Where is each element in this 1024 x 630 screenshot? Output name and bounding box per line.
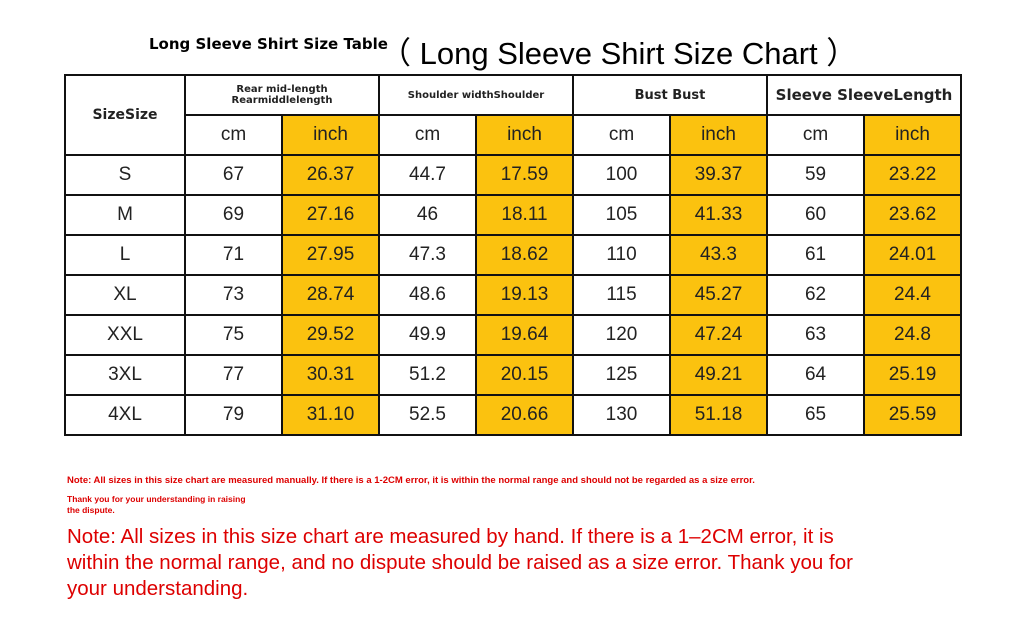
data-cell: 51.18 bbox=[668, 394, 769, 436]
data-cell: 52.5 bbox=[378, 394, 477, 436]
header-cell: Rear mid-length Rearmiddlelength bbox=[184, 74, 380, 116]
data-cell: L bbox=[64, 234, 186, 276]
data-cell: 65 bbox=[766, 394, 866, 436]
note-line: your understanding. bbox=[67, 577, 249, 600]
data-cell: 44.7 bbox=[378, 154, 477, 196]
data-cell: XXL bbox=[64, 314, 186, 356]
data-row: 3XL 77 30.31 51.2 20.15 125 49.21 64 25.19 bbox=[64, 354, 963, 396]
data-cell: 59 bbox=[766, 154, 866, 196]
note-line: Note: All sizes in this size chart are m… bbox=[67, 475, 755, 486]
data-cell: 28.74 bbox=[281, 274, 380, 316]
title: （ Long Sleeve Shirt Size Chart ） bbox=[380, 36, 858, 71]
unit-cell: cm bbox=[572, 114, 671, 156]
data-cell: 20.66 bbox=[475, 394, 574, 436]
data-row: XXL 75 29.52 49.9 19.64 120 47.24 63 24.8 bbox=[64, 314, 963, 356]
data-cell: 19.64 bbox=[475, 314, 574, 356]
data-cell: 100 bbox=[572, 154, 671, 196]
data-cell: M bbox=[64, 194, 186, 236]
unit-row: cm inch cm inch cm inch cm inch bbox=[65, 114, 963, 156]
unit-cell: inch bbox=[668, 114, 769, 156]
data-cell: 51.2 bbox=[378, 354, 477, 396]
unit-cell: inch bbox=[863, 114, 963, 156]
data-cell: 23.62 bbox=[863, 194, 963, 236]
data-cell: 24.01 bbox=[863, 234, 963, 276]
data-cell: 25.19 bbox=[863, 354, 963, 396]
data-cell: 18.62 bbox=[475, 234, 574, 276]
data-cell: 41.33 bbox=[668, 194, 769, 236]
unit-cell: inch bbox=[281, 114, 380, 156]
data-cell: 63 bbox=[766, 314, 866, 356]
data-cell: 125 bbox=[572, 354, 671, 396]
data-cell: 39.37 bbox=[668, 154, 769, 196]
data-cell: 47.3 bbox=[378, 234, 477, 276]
header-cell: SizeSize bbox=[64, 74, 186, 156]
header-row: SizeSize Rear mid-length Rearmiddlelength… bbox=[64, 74, 963, 156]
data-cell: 24.8 bbox=[863, 314, 963, 356]
data-row: 4XL 79 31.10 52.5 20.66 130 51.18 65 25.59 bbox=[64, 394, 963, 436]
data-cell: 26.37 bbox=[281, 154, 380, 196]
data-cell: 49.9 bbox=[378, 314, 477, 356]
data-cell: 64 bbox=[766, 354, 866, 396]
data-cell: 130 bbox=[572, 394, 671, 436]
data-cell: 46 bbox=[378, 194, 477, 236]
data-cell: 71 bbox=[184, 234, 283, 276]
data-cell: 31.10 bbox=[281, 394, 380, 436]
unit-cell: cm bbox=[766, 114, 866, 156]
data-row: S 67 26.37 44.7 17.59 100 39.37 59 23.22 bbox=[64, 154, 963, 196]
data-cell: 17.59 bbox=[475, 154, 574, 196]
data-cell: 43.3 bbox=[668, 234, 769, 276]
small-title: Long Sleeve Shirt Size Table bbox=[149, 35, 388, 53]
unit-cell: cm bbox=[378, 114, 477, 156]
data-cell: 61 bbox=[766, 234, 866, 276]
note-line: the dispute. bbox=[67, 505, 115, 515]
data-cell: 73 bbox=[184, 274, 283, 316]
note-line: Thank you for your understanding in rais… bbox=[67, 494, 246, 504]
data-cell: 120 bbox=[572, 314, 671, 356]
data-cell: 69 bbox=[184, 194, 283, 236]
header-cell: Bust Bust bbox=[571, 74, 769, 116]
data-cell: XL bbox=[64, 274, 186, 316]
data-cell: 29.52 bbox=[281, 314, 380, 356]
data-cell: 49.21 bbox=[668, 354, 769, 396]
data-cell: 27.16 bbox=[281, 194, 380, 236]
data-cell: 27.95 bbox=[281, 234, 380, 276]
data-row: M 69 27.16 46 18.11 105 41.33 60 23.62 bbox=[64, 194, 963, 236]
small-note: Note: All sizes in this size chart are m… bbox=[67, 474, 755, 516]
data-cell: 45.27 bbox=[668, 274, 769, 316]
data-row: L 71 27.95 47.3 18.62 110 43.3 61 24.01 bbox=[64, 234, 963, 276]
data-row: XL 73 28.74 48.6 19.13 115 45.27 62 24.4 bbox=[64, 274, 963, 316]
data-cell: 24.4 bbox=[863, 274, 963, 316]
data-cell: 60 bbox=[766, 194, 866, 236]
data-cell: 75 bbox=[184, 314, 283, 356]
unit-cell: inch bbox=[475, 114, 574, 156]
data-cell: 30.31 bbox=[281, 354, 380, 396]
unit-cell: cm bbox=[184, 114, 283, 156]
data-cell: 20.15 bbox=[475, 354, 574, 396]
data-cell: 62 bbox=[766, 274, 866, 316]
data-cell: 105 bbox=[572, 194, 671, 236]
header-cell: Shoulder widthShoulder bbox=[378, 74, 574, 116]
size-table: SizeSize Rear mid-length Rearmiddlelength… bbox=[64, 74, 963, 436]
note-line: Note: All sizes in this size chart are m… bbox=[67, 525, 834, 548]
data-cell: 4XL bbox=[64, 394, 186, 436]
data-cell: 23.22 bbox=[863, 154, 963, 196]
data-cell: 47.24 bbox=[668, 314, 769, 356]
data-cell: 77 bbox=[184, 354, 283, 396]
data-cell: 19.13 bbox=[475, 274, 574, 316]
note-line: within the normal range, and no dispute … bbox=[67, 551, 853, 574]
header-cell: Sleeve SleeveLength bbox=[766, 74, 963, 116]
data-cell: 48.6 bbox=[378, 274, 477, 316]
data-cell: 67 bbox=[184, 154, 283, 196]
data-cell: S bbox=[64, 154, 186, 196]
data-cell: 18.11 bbox=[475, 194, 574, 236]
data-cell: 79 bbox=[184, 394, 283, 436]
data-cell: 115 bbox=[572, 274, 671, 316]
large-note: Note: All sizes in this size chart are m… bbox=[67, 524, 853, 602]
data-cell: 25.59 bbox=[863, 394, 963, 436]
data-cell: 3XL bbox=[64, 354, 186, 396]
data-cell: 110 bbox=[572, 234, 671, 276]
